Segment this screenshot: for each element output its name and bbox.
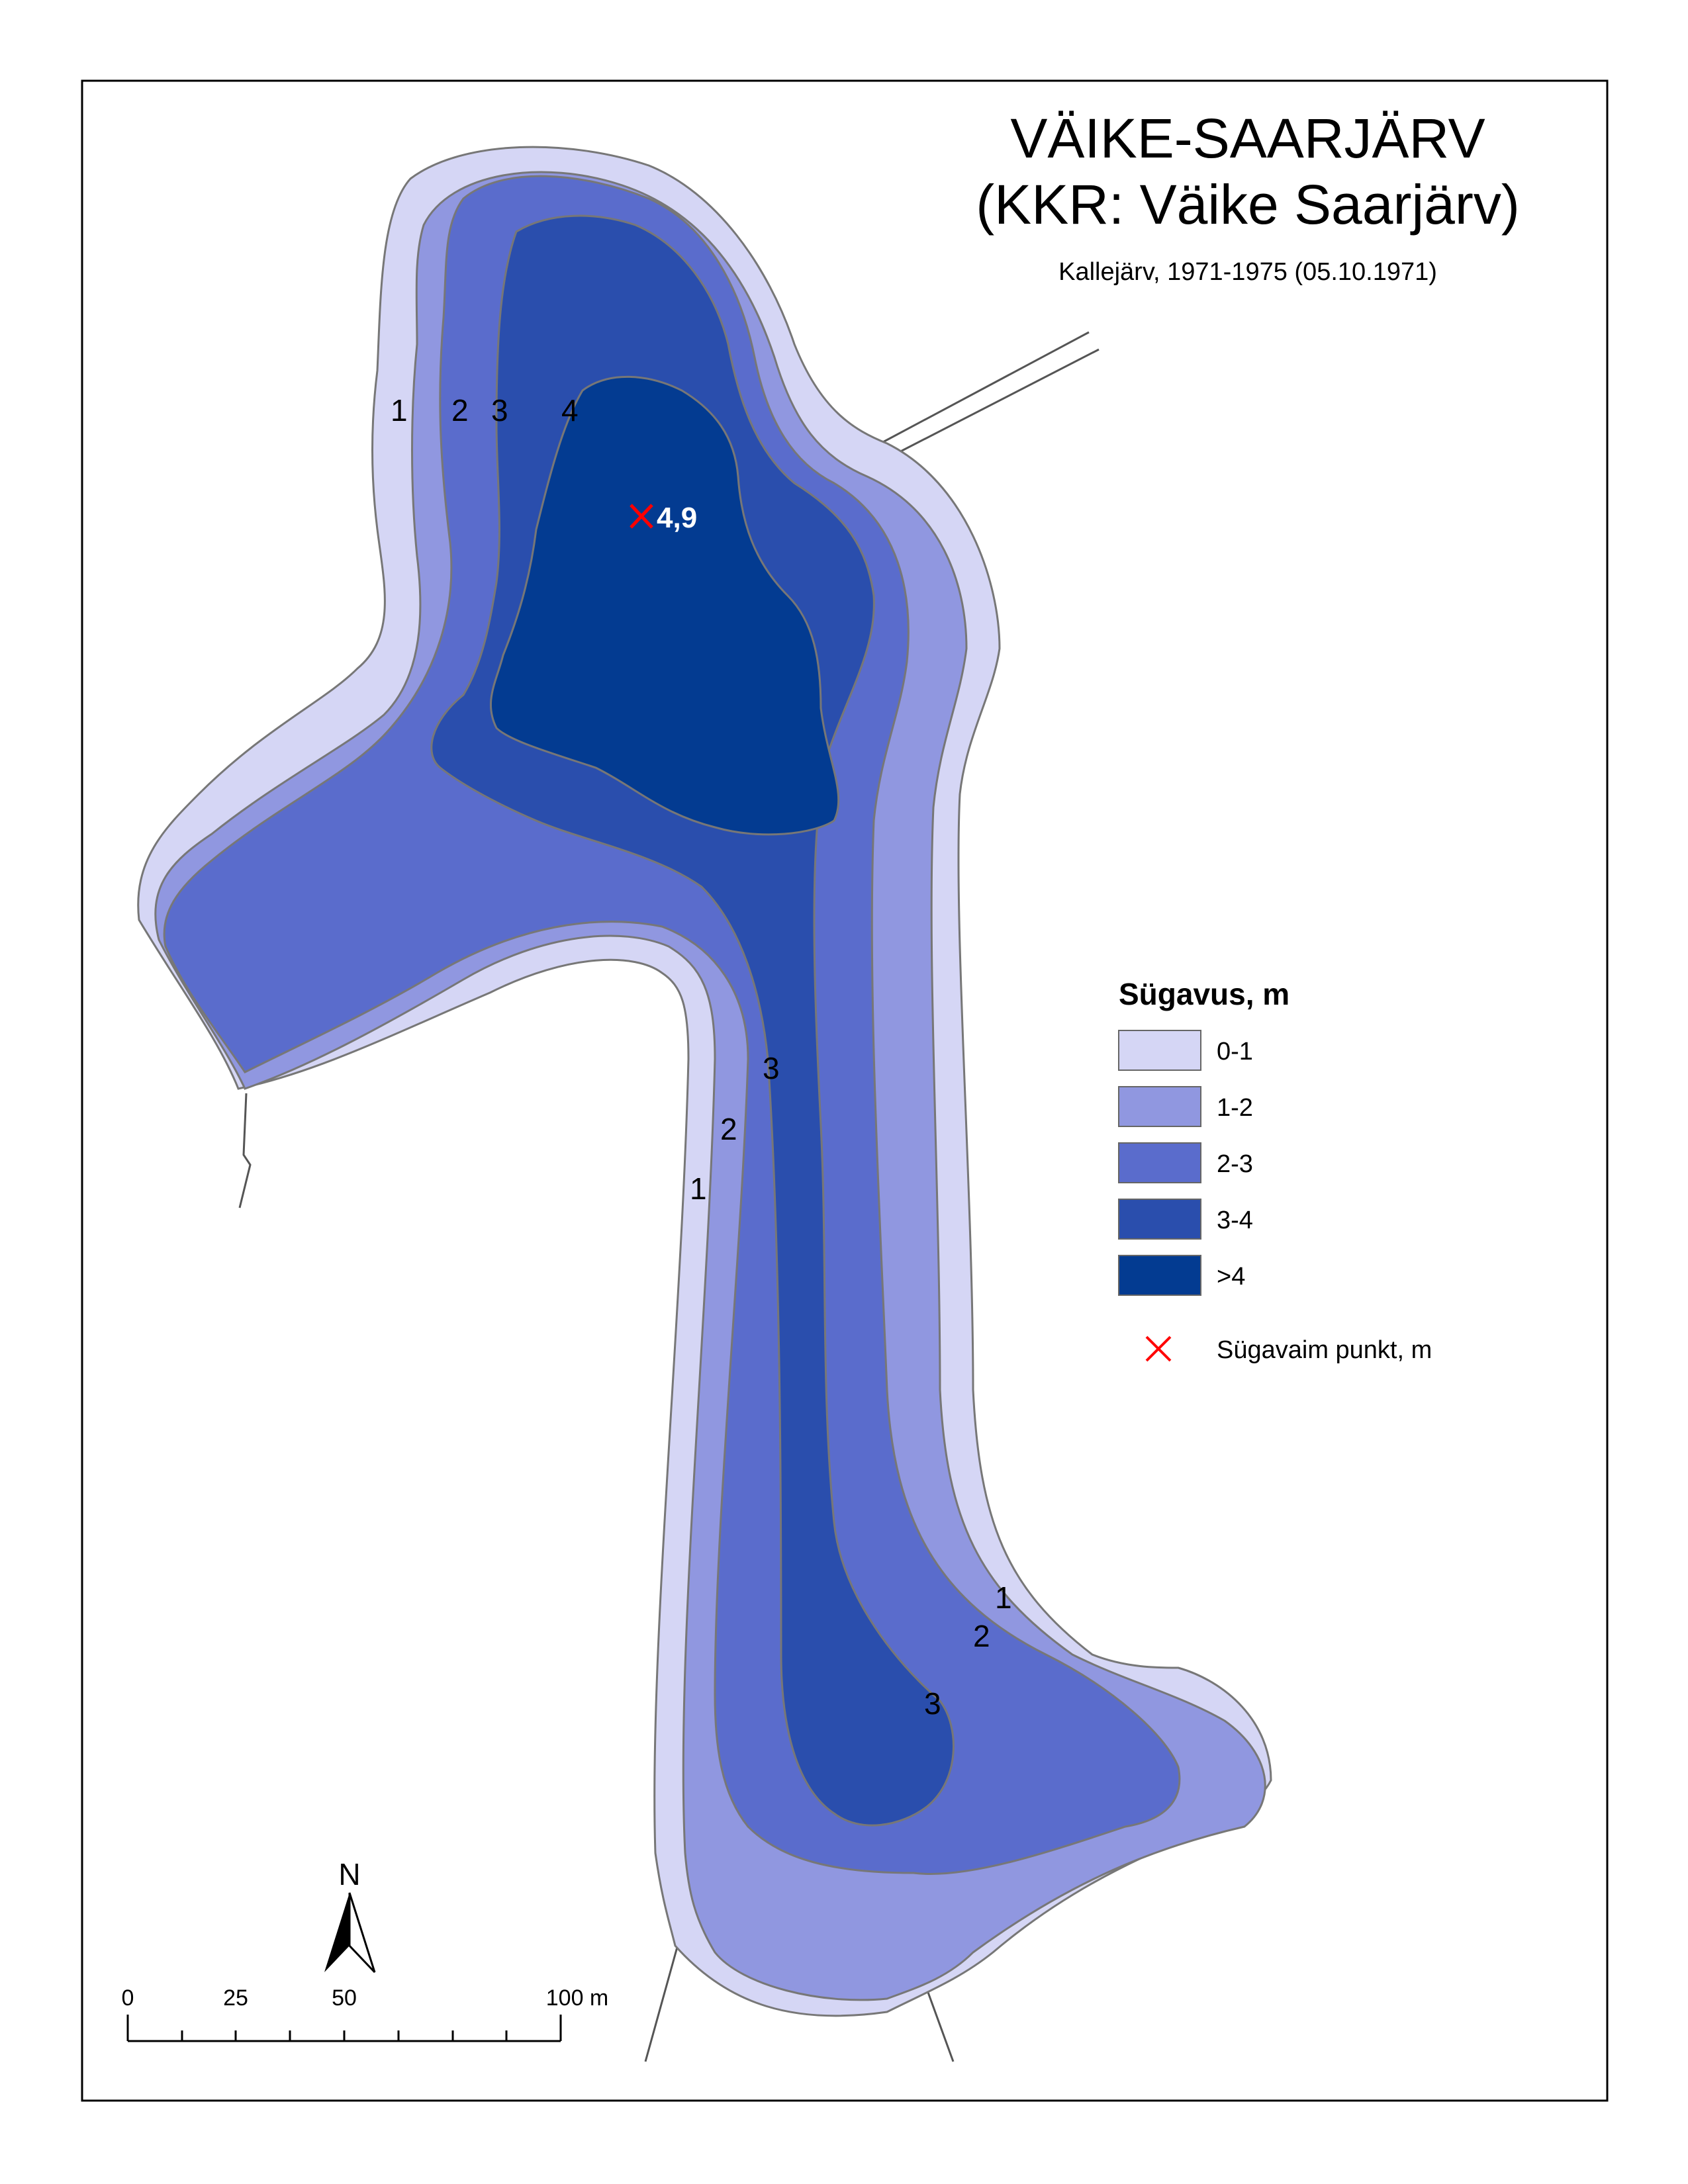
scale-tick-label: 25 [223, 1985, 248, 2011]
legend-label: 1-2 [1217, 1094, 1253, 1122]
north-arrow-label: N [338, 1857, 360, 1891]
north-arrow-icon [324, 1892, 376, 1974]
inflow-stream-line-b [890, 348, 1100, 458]
legend-label: 2-3 [1217, 1150, 1253, 1178]
lake-depth-zones [137, 146, 1272, 2017]
contour-label: 2 [451, 393, 469, 428]
legend-swatch-0-1 [1118, 1030, 1201, 1071]
outflow-stream-south-a [644, 1942, 680, 2062]
contour-label: 3 [924, 1686, 941, 1721]
legend-title: Sügavus, m [1119, 977, 1289, 1011]
map-title-block: VÄIKE-SAARJÄRV (KKR: Väike Saarjärv) Kal… [976, 107, 1520, 286]
deepest-point: 4,9 [630, 502, 697, 534]
scale-tick-label: 0 [122, 1985, 134, 2011]
contour-label: 4 [561, 393, 579, 428]
legend-deepest-point-label: Sügavaim punkt, m [1217, 1336, 1432, 1364]
map-source: Kallejärv, 1971-1975 (05.10.1971) [1058, 258, 1437, 286]
legend-swatch-3-4 [1118, 1199, 1201, 1240]
map-subtitle: (KKR: Väike Saarjärv) [976, 173, 1520, 236]
map-title: VÄIKE-SAARJÄRV [1010, 107, 1485, 169]
contour-labels: 1 2 3 4 3 2 1 1 2 3 [391, 393, 1012, 1721]
contour-label: 3 [763, 1051, 780, 1085]
legend-swatch-2-3 [1118, 1142, 1201, 1183]
contour-label: 1 [995, 1580, 1012, 1615]
streams [238, 331, 1100, 2062]
scale-bar-line [126, 2015, 562, 2042]
contour-label: 1 [690, 1171, 707, 1206]
legend-label: 3-4 [1217, 1206, 1253, 1234]
outflow-stream-south-b [925, 1988, 955, 2062]
scale-tick-label: 50 [332, 1985, 357, 2011]
contour-label: 2 [720, 1112, 737, 1146]
scale-bar: 0 25 50 100 m [122, 1985, 609, 2042]
zone-over-4 [489, 375, 840, 836]
legend-label: >4 [1217, 1263, 1245, 1291]
north-arrow: N [324, 1857, 376, 1974]
deepest-point-icon [630, 504, 653, 529]
inflow-stream-line-a [880, 331, 1090, 445]
deepest-point-label: 4,9 [657, 502, 697, 534]
legend-swatch-over-4 [1118, 1255, 1201, 1296]
contour-label: 3 [491, 393, 508, 428]
contour-label: 1 [391, 393, 408, 428]
legend-label: 0-1 [1217, 1038, 1253, 1066]
legend: Sügavus, m 0-1 1-2 2-3 3-4 >4 Sügavaim p… [1118, 977, 1432, 1364]
contour-label: 2 [973, 1619, 990, 1653]
legend-swatch-1-2 [1118, 1086, 1201, 1127]
outflow-stream-west [238, 1093, 252, 1208]
zone-1-2 [154, 171, 1266, 2001]
scale-tick-label: 100 m [546, 1985, 609, 2011]
legend-deepest-point-icon [1145, 1336, 1172, 1362]
